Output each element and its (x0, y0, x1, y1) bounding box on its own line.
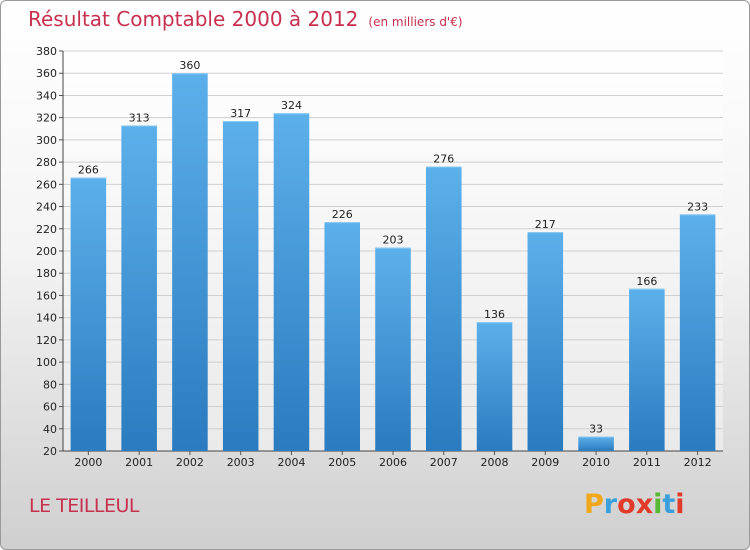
bar (273, 113, 310, 451)
bar (375, 247, 411, 451)
x-tick-label: 2004 (277, 456, 305, 469)
x-tick-label: 2007 (430, 456, 458, 469)
data-label: 276 (433, 153, 454, 166)
y-tick-label: 100 (36, 356, 57, 369)
y-tick-label: 260 (36, 178, 57, 191)
y-tick-label: 200 (36, 245, 57, 258)
y-tick-label: 80 (43, 378, 57, 391)
y-tick-label: 380 (36, 45, 57, 58)
y-tick-label: 280 (36, 156, 57, 169)
data-label: 166 (636, 275, 657, 288)
commune-name: LE TEILLEUL (29, 495, 140, 517)
y-tick-label: 140 (36, 312, 57, 325)
x-tick-label: 2005 (328, 456, 356, 469)
logo-letter: x (635, 489, 654, 520)
data-label: 226 (332, 208, 353, 221)
data-label: 324 (281, 99, 302, 112)
data-label: 217 (535, 218, 556, 231)
y-tick-label: 120 (36, 334, 57, 347)
proxiti-logo: Proxiti (584, 489, 685, 520)
y-tick-label: 300 (36, 134, 57, 147)
chart-title: Résultat Comptable 2000 à 2012 (en millie… (28, 7, 463, 31)
x-tick-label: 2002 (176, 456, 204, 469)
data-label: 266 (78, 164, 99, 177)
logo-letter: i (675, 489, 685, 520)
x-tick-label: 2003 (227, 456, 255, 469)
y-tick-label: 180 (36, 267, 57, 280)
y-tick-label: 340 (36, 89, 57, 102)
x-tick-label: 2008 (481, 456, 509, 469)
bar (70, 177, 107, 451)
bar (121, 125, 157, 451)
bar (324, 222, 360, 451)
data-label: 33 (589, 423, 603, 436)
x-tick-label: 2010 (582, 456, 610, 469)
logo-letter: P (584, 489, 604, 520)
data-label: 233 (687, 200, 708, 213)
y-tick-label: 20 (43, 445, 57, 458)
logo-letter: r (603, 489, 618, 520)
chart-subtitle: (en milliers d'€) (368, 15, 463, 29)
bar (527, 232, 564, 451)
bar (629, 288, 665, 451)
logo-letter: o (617, 489, 636, 520)
x-tick-label: 2012 (684, 456, 712, 469)
logo-letter: i (653, 489, 663, 520)
bar (476, 322, 513, 451)
bar (578, 436, 614, 451)
y-tick-label: 360 (36, 67, 57, 80)
data-label: 203 (383, 234, 404, 247)
bar (679, 214, 716, 451)
chart-title-text: Résultat Comptable 2000 à 2012 (28, 7, 359, 31)
x-tick-label: 2000 (74, 456, 102, 469)
y-tick-label: 60 (43, 401, 57, 414)
bar (426, 166, 462, 452)
data-label: 317 (230, 107, 251, 120)
bar (222, 121, 259, 451)
bar (172, 73, 208, 451)
y-tick-label: 220 (36, 223, 57, 236)
y-tick-label: 160 (36, 289, 57, 302)
y-tick-label: 240 (36, 201, 57, 214)
logo-letter: t (662, 489, 676, 520)
data-label: 360 (179, 59, 200, 72)
y-tick-label: 40 (43, 423, 57, 436)
y-tick-label: 320 (36, 112, 57, 125)
data-label: 313 (129, 111, 150, 124)
x-tick-label: 2009 (531, 456, 559, 469)
data-label: 136 (484, 308, 505, 321)
x-tick-label: 2011 (633, 456, 661, 469)
x-tick-label: 2006 (379, 456, 407, 469)
x-tick-label: 2001 (125, 456, 153, 469)
